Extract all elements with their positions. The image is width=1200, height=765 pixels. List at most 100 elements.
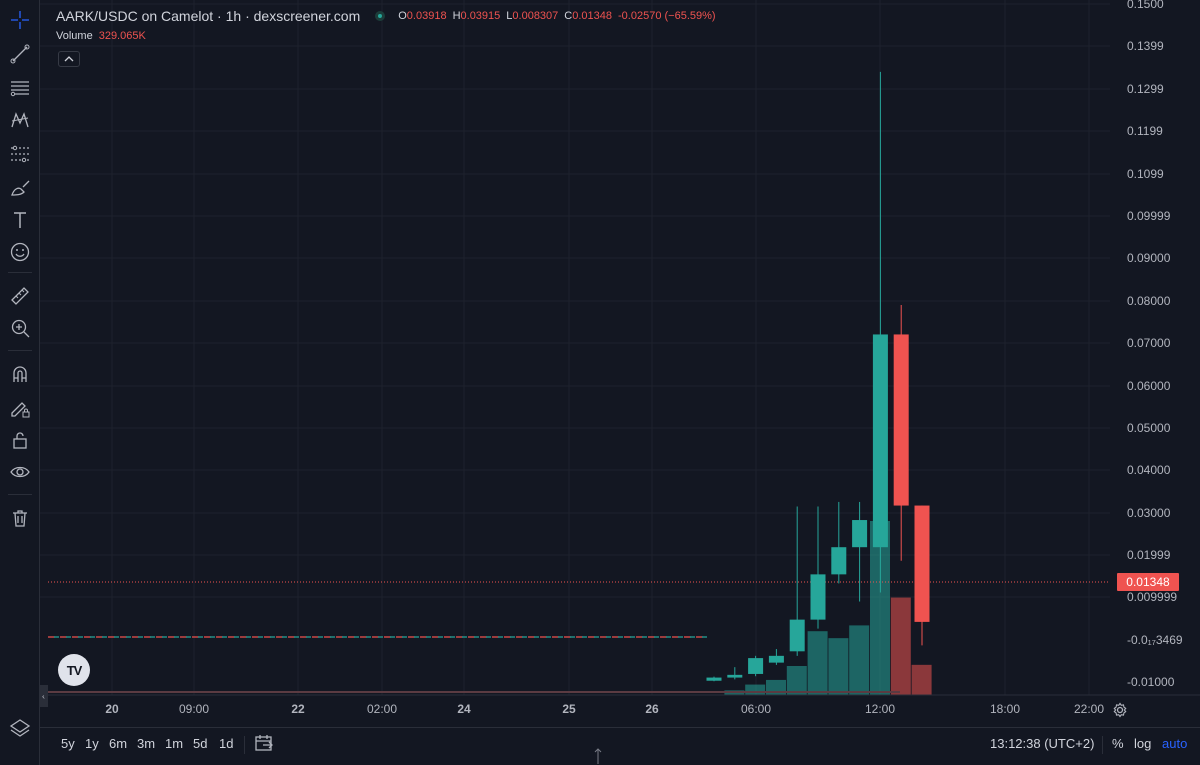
candle-down xyxy=(914,505,930,622)
layers-icon[interactable] xyxy=(4,714,36,742)
range-3m-button[interactable]: 3m xyxy=(137,736,156,751)
volume-bar xyxy=(890,597,911,695)
ohlc-open: O0.03918 xyxy=(398,10,447,22)
candles xyxy=(706,71,930,682)
time-tick-label: 12:00 xyxy=(865,702,895,716)
candle-up xyxy=(706,677,722,681)
time-tick-label: 22 xyxy=(291,702,305,716)
price-lines xyxy=(48,581,1110,693)
price-tick-label: 0.01999 xyxy=(1127,548,1171,562)
range-1m-button[interactable]: 1m xyxy=(165,736,184,751)
range-5d-button[interactable]: 5d xyxy=(193,736,208,751)
text-icon[interactable] xyxy=(4,206,36,234)
price-tick-label: 0.1500 xyxy=(1127,0,1164,11)
auto-scale-toggle[interactable]: auto xyxy=(1162,736,1188,751)
lock-drawing-icon[interactable] xyxy=(4,394,36,422)
chart-legend: AARK/USDC on Camelot · 1h · dexscreener.… xyxy=(56,6,722,45)
price-tick-label: 0.1399 xyxy=(1127,39,1164,53)
volume-bar xyxy=(849,625,870,695)
log-scale-toggle[interactable]: log xyxy=(1134,736,1152,751)
volume-bar xyxy=(828,638,849,695)
zoom-in-icon[interactable] xyxy=(4,314,36,342)
volume-bars xyxy=(724,521,932,695)
time-tick-label: 25 xyxy=(562,702,576,716)
candle-up xyxy=(748,658,764,674)
brush-icon[interactable] xyxy=(4,174,36,202)
ohlc-close: C0.01348 xyxy=(564,10,613,22)
bottom-toolbar: 5y 1y 6m 3m 1m 5d 1d 13:12:38 (UTC+2) % … xyxy=(40,727,1200,765)
price-tick-label: 0.1299 xyxy=(1127,82,1164,96)
range-6m-button[interactable]: 6m xyxy=(109,736,128,751)
volume-bar xyxy=(807,631,828,695)
price-tick-label: 0.1099 xyxy=(1127,167,1164,181)
price-tick-label: -0.0₁₇3469 xyxy=(1127,633,1183,647)
volume-label: Volume xyxy=(56,30,93,42)
trash-icon[interactable] xyxy=(4,504,36,532)
candle-down xyxy=(893,334,909,506)
candle-up xyxy=(768,655,784,663)
clock-timezone[interactable]: 13:12:38 (UTC+2) xyxy=(990,736,1095,751)
time-tick-label: 22:00 xyxy=(1074,702,1104,716)
ohlc-low: L0.008307 xyxy=(506,10,559,22)
symbol-title[interactable]: AARK/USDC on Camelot · 1h · dexscreener.… xyxy=(56,8,361,24)
price-tick-label: 0.09999 xyxy=(1127,209,1171,223)
market-status-dot xyxy=(375,11,386,21)
percent-scale-toggle[interactable]: % xyxy=(1112,736,1124,751)
toolbar-divider xyxy=(8,272,32,273)
eye-icon[interactable] xyxy=(4,458,36,486)
legend-collapse-button[interactable] xyxy=(58,51,80,67)
price-chart[interactable]: 0.1500 0.1399 0.1299 0.1199 0.1099 0.09999 0.0… xyxy=(40,0,1200,727)
last-price-label-bg xyxy=(1117,573,1179,591)
toolbar-divider xyxy=(8,350,32,351)
price-tick-label: 0.08000 xyxy=(1127,294,1171,308)
magnet-icon[interactable] xyxy=(4,360,36,388)
tradingview-logo[interactable]: TV xyxy=(58,654,90,686)
range-5y-button[interactable]: 5y xyxy=(61,736,75,751)
last-price-label: 0.01348 xyxy=(1126,575,1170,589)
toolbar-divider xyxy=(1102,736,1103,754)
lock-icon[interactable] xyxy=(4,426,36,454)
time-tick-label: 09:00 xyxy=(179,702,209,716)
time-axis: 20 09:00 22 02:00 24 25 26 06:00 12:00 18:00 22:00 xyxy=(40,694,1200,716)
volume-bar xyxy=(745,684,766,695)
price-tick-label: 0.07000 xyxy=(1127,336,1171,350)
calendar-goto-icon[interactable] xyxy=(254,733,274,753)
price-tick-label: 0.009999 xyxy=(1127,590,1177,604)
gear-icon[interactable] xyxy=(1112,702,1128,718)
ruler-icon[interactable] xyxy=(4,282,36,310)
scroll-up-arrow-icon[interactable] xyxy=(594,748,602,765)
range-1d-button[interactable]: 1d xyxy=(219,736,234,751)
time-tick-label: 26 xyxy=(645,702,659,716)
candle-up xyxy=(810,574,826,620)
price-tick-label: 0.03000 xyxy=(1127,506,1171,520)
candle-up xyxy=(872,334,888,548)
volume-bar xyxy=(786,666,807,695)
collapse-toolbar-handle[interactable]: ‹ xyxy=(39,685,48,707)
ohlc-high: H0.03915 xyxy=(452,10,501,22)
time-tick-label: 02:00 xyxy=(367,702,397,716)
volume-bar xyxy=(870,521,890,695)
price-axis: 0.1500 0.1399 0.1299 0.1199 0.1099 0.09999 0.0… xyxy=(1110,0,1200,727)
trend-line-icon[interactable] xyxy=(4,40,36,68)
price-tick-label: 0.1199 xyxy=(1127,124,1163,138)
drawing-toolbar xyxy=(0,0,40,765)
candle-up xyxy=(852,520,868,548)
crosshair-icon[interactable] xyxy=(4,6,36,34)
price-tick-label: 0.04000 xyxy=(1127,463,1171,477)
forecast-icon[interactable] xyxy=(4,140,36,168)
price-tick-label: 0.05000 xyxy=(1127,421,1171,435)
volume-bar xyxy=(911,664,932,695)
price-tick-label: 0.06000 xyxy=(1127,379,1171,393)
candle-up xyxy=(831,547,847,575)
candle-up xyxy=(727,674,743,678)
price-tick-label: 0.09000 xyxy=(1127,251,1171,265)
price-tick-label: -0.01000 xyxy=(1127,675,1175,689)
ohlc-change: -0.02570 (−65.59%) xyxy=(618,10,716,22)
candle-up xyxy=(789,619,805,652)
time-tick-label: 24 xyxy=(457,702,471,716)
fib-retracement-icon[interactable] xyxy=(4,74,36,102)
pattern-icon[interactable] xyxy=(4,106,36,134)
price-axis-background xyxy=(1110,0,1200,727)
range-1y-button[interactable]: 1y xyxy=(85,736,99,751)
emoji-icon[interactable] xyxy=(4,238,36,266)
